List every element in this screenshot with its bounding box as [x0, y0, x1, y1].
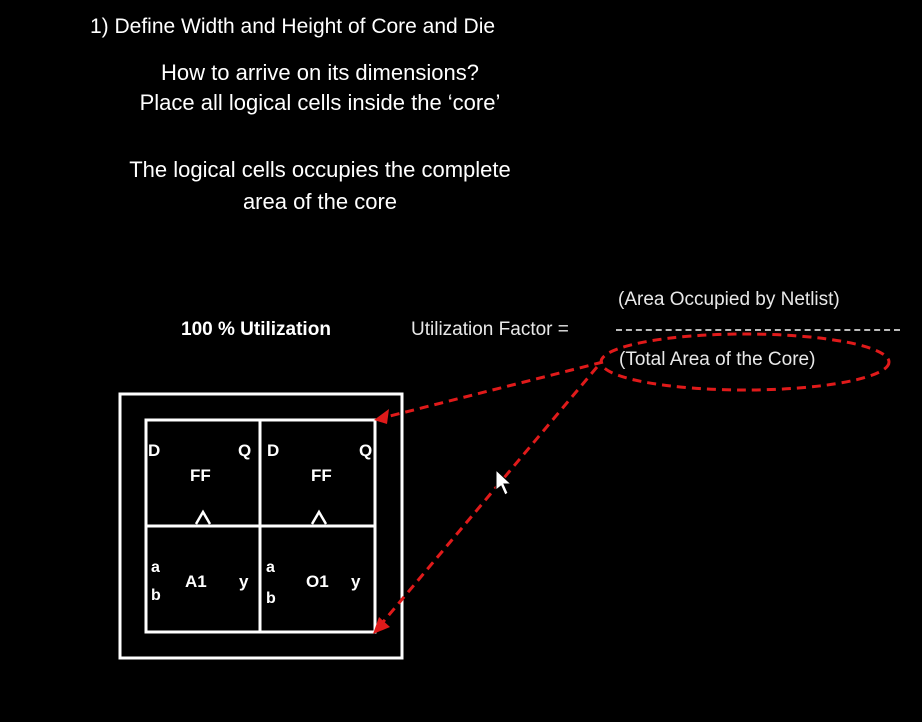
ff-right-q-pin: Q — [359, 441, 372, 460]
question-line-2: Place all logical cells inside the ‘core… — [139, 90, 501, 115]
o1-input-b: b — [266, 590, 276, 607]
o1-input-a: a — [266, 559, 275, 576]
arrowhead-bottom — [373, 617, 390, 634]
statement-line-1: The logical cells occupies the complete — [129, 157, 511, 182]
ff-right-d-pin: D — [267, 441, 279, 460]
mouse-pointer-icon — [495, 468, 513, 496]
arrow-to-core-bottom — [376, 366, 599, 629]
arrowhead-top — [374, 409, 389, 424]
ff-left-clock-symbol — [194, 509, 212, 525]
o1-output-y: y — [351, 572, 361, 591]
utilization-factor-label: Utilization Factor = — [411, 319, 569, 340]
die-boundary — [118, 392, 404, 660]
or-gate-o1: a b O1 y — [266, 559, 361, 607]
a1-input-a: a — [151, 559, 160, 576]
formula-denominator: (Total Area of the Core) — [619, 349, 816, 370]
a1-name: A1 — [185, 572, 207, 591]
formula-numerator: (Area Occupied by Netlist) — [618, 289, 840, 310]
question-line-1: How to arrive on its dimensions? — [161, 60, 479, 85]
ff-right-name: FF — [311, 466, 332, 485]
a1-input-b: b — [151, 587, 161, 604]
denominator-highlight-ellipse — [599, 332, 891, 392]
flip-flop-right: D Q FF — [267, 441, 372, 525]
page-heading: 1) Define Width and Height of Core and D… — [90, 15, 496, 38]
ff-right-clock-symbol — [310, 509, 328, 525]
utilization-label: 100 % Utilization — [181, 319, 331, 340]
flip-flop-left: D Q FF — [148, 441, 251, 525]
and-gate-a1: a b A1 y — [151, 559, 249, 604]
fraction-line — [616, 329, 900, 331]
ff-left-d-pin: D — [148, 441, 160, 460]
a1-output-y: y — [239, 572, 249, 591]
ff-left-name: FF — [190, 466, 211, 485]
arrow-to-core-top — [385, 360, 604, 419]
statement-line-2: area of the core — [242, 189, 398, 214]
ff-left-q-pin: Q — [238, 441, 251, 460]
o1-name: O1 — [306, 572, 329, 591]
